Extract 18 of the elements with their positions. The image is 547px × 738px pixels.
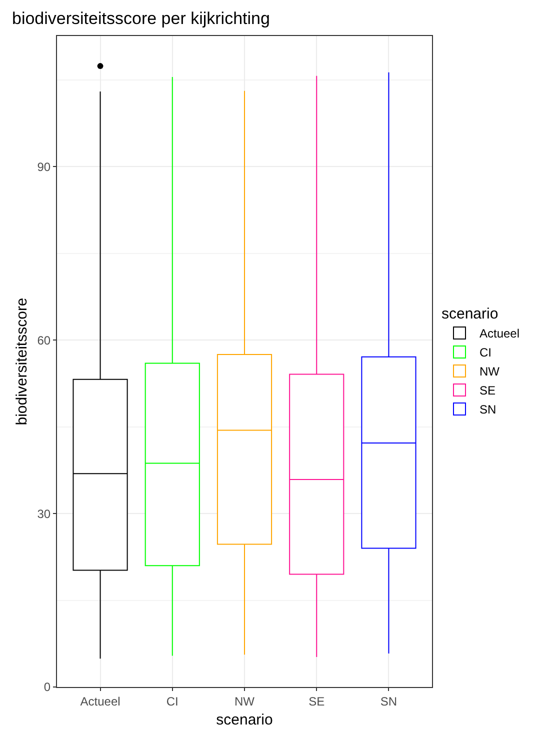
y-tick-label: 60 [37, 333, 51, 348]
legend-label: CI [480, 346, 492, 360]
legend-label: SN [480, 402, 496, 417]
legend-label: SE [480, 384, 496, 398]
legend-label: Actueel [480, 326, 520, 341]
x-tick-label: SN [380, 694, 398, 708]
x-tick-label: SE [308, 694, 325, 708]
x-tick-label: CI [166, 694, 178, 708]
y-axis-title: biodiversiteitsscore [13, 298, 30, 426]
x-tick-label: Actueel [80, 694, 120, 708]
legend-label: NW [480, 364, 500, 379]
chart-title: biodiversiteitsscore per kijkrichting [12, 8, 270, 28]
x-tick-label: NW [234, 694, 256, 708]
y-tick-label: 30 [37, 506, 51, 521]
y-tick-label: 90 [37, 160, 51, 174]
legend-title: scenario [442, 306, 498, 322]
y-tick-label: 0 [44, 680, 51, 694]
x-axis-title: scenario [216, 711, 273, 728]
